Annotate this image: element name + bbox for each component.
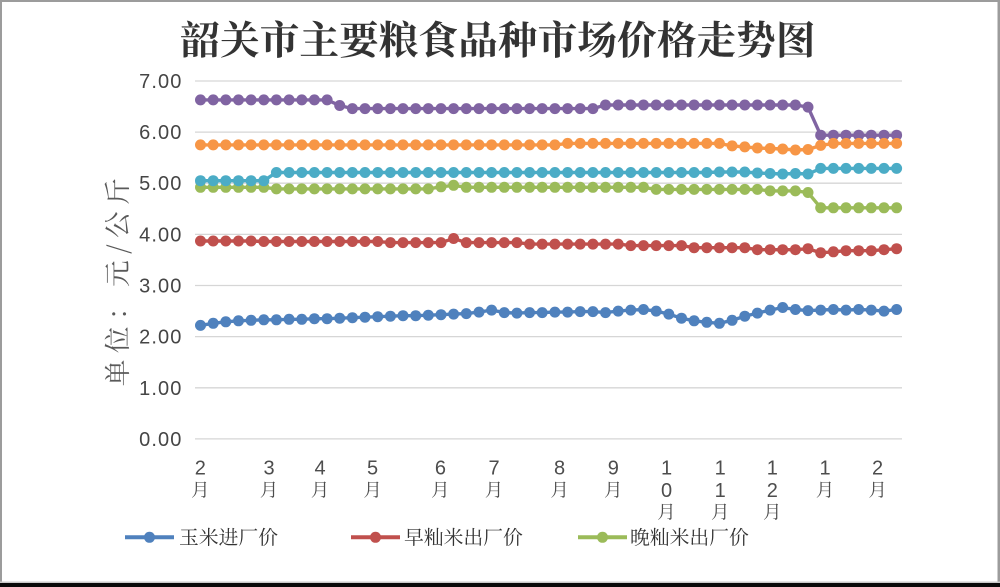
svg-text:8: 8 [554,458,565,480]
svg-text:6: 6 [435,458,446,480]
svg-text:7.00: 7.00 [139,71,182,93]
svg-text:1: 1 [715,480,726,502]
svg-text:1: 1 [767,458,778,480]
svg-text:1: 1 [715,458,726,480]
svg-text:4.00: 4.00 [139,224,182,246]
svg-text:3.00: 3.00 [139,276,182,298]
svg-text:9: 9 [608,458,619,480]
svg-text:2: 2 [195,458,206,480]
svg-text:2: 2 [872,458,883,480]
svg-text:6.00: 6.00 [139,122,182,144]
svg-text:0.00: 0.00 [139,429,182,451]
svg-text:1: 1 [819,458,830,480]
svg-text:3: 3 [263,458,274,480]
svg-text:2.00: 2.00 [139,327,182,349]
svg-text:0: 0 [661,480,672,502]
svg-text:7: 7 [488,458,499,480]
svg-text:5: 5 [367,458,378,480]
svg-text:5.00: 5.00 [139,173,182,195]
svg-text:4: 4 [314,458,325,480]
svg-text:1.00: 1.00 [139,378,182,400]
svg-text:2: 2 [767,480,778,502]
svg-text:1: 1 [661,458,672,480]
